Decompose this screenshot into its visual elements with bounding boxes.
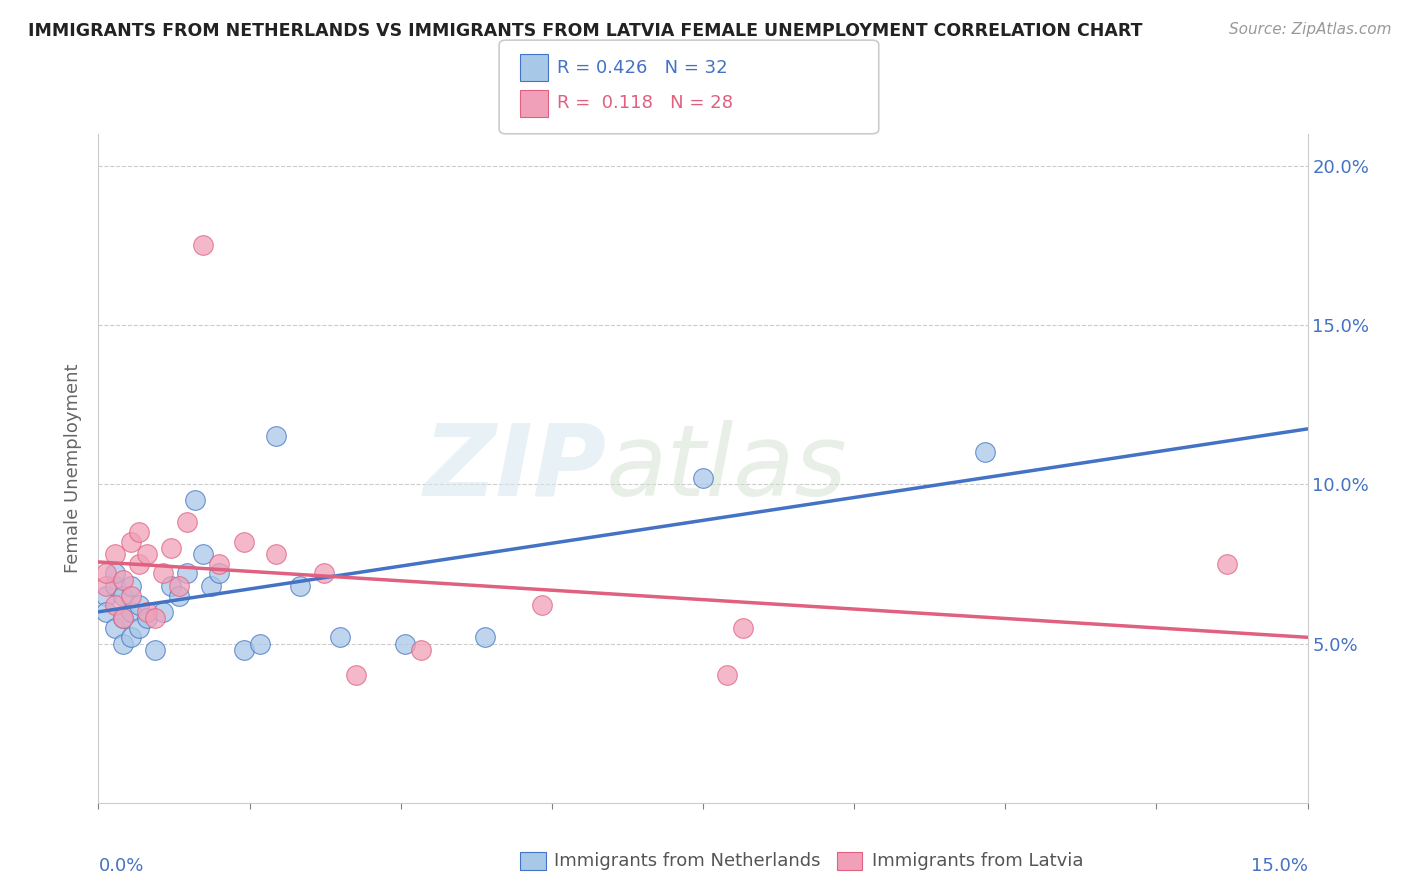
Point <box>160 579 183 593</box>
Text: Immigrants from Netherlands: Immigrants from Netherlands <box>554 852 821 870</box>
Point <box>329 630 352 644</box>
Point <box>974 445 997 459</box>
Point <box>96 579 118 593</box>
Point <box>103 566 125 581</box>
Point <box>103 547 125 561</box>
Point <box>474 630 496 644</box>
Point <box>184 493 207 508</box>
Text: atlas: atlas <box>606 420 848 516</box>
Point <box>232 643 254 657</box>
Text: Source: ZipAtlas.com: Source: ZipAtlas.com <box>1229 22 1392 37</box>
Point <box>264 429 287 443</box>
Point <box>96 566 118 581</box>
Point <box>111 573 134 587</box>
Text: IMMIGRANTS FROM NETHERLANDS VS IMMIGRANTS FROM LATVIA FEMALE UNEMPLOYMENT CORREL: IMMIGRANTS FROM NETHERLANDS VS IMMIGRANT… <box>28 22 1143 40</box>
Point <box>716 668 738 682</box>
Point <box>111 611 134 625</box>
Point <box>111 611 134 625</box>
Point <box>176 566 198 581</box>
Point <box>264 547 287 561</box>
Point <box>530 599 553 613</box>
Point <box>208 557 231 571</box>
Point <box>128 524 150 539</box>
Point <box>103 579 125 593</box>
Point <box>176 516 198 530</box>
Point <box>208 566 231 581</box>
Point <box>167 589 190 603</box>
Point <box>120 534 142 549</box>
Point <box>193 547 215 561</box>
Point <box>135 611 157 625</box>
Text: 15.0%: 15.0% <box>1250 857 1308 875</box>
Point <box>152 566 174 581</box>
Point <box>249 636 271 650</box>
Point <box>314 566 336 581</box>
Point <box>167 579 190 593</box>
Point <box>409 643 432 657</box>
Point <box>103 621 125 635</box>
Point <box>143 643 166 657</box>
Point <box>128 621 150 635</box>
Point <box>103 599 125 613</box>
Text: Immigrants from Latvia: Immigrants from Latvia <box>872 852 1083 870</box>
Point <box>200 579 222 593</box>
Point <box>111 589 134 603</box>
Y-axis label: Female Unemployment: Female Unemployment <box>65 364 83 573</box>
Text: 0.0%: 0.0% <box>98 857 143 875</box>
Point <box>143 611 166 625</box>
Point <box>120 605 142 619</box>
Text: R = 0.426   N = 32: R = 0.426 N = 32 <box>557 59 727 77</box>
Point <box>96 589 118 603</box>
Point <box>193 238 215 252</box>
Point <box>120 589 142 603</box>
Point <box>692 471 714 485</box>
Point <box>733 621 755 635</box>
Point <box>96 605 118 619</box>
Point <box>394 636 416 650</box>
Point <box>120 630 142 644</box>
Point <box>111 636 134 650</box>
Point <box>344 668 367 682</box>
Point <box>1216 557 1239 571</box>
Point <box>128 557 150 571</box>
Text: ZIP: ZIP <box>423 420 606 516</box>
Point <box>152 605 174 619</box>
Text: R =  0.118   N = 28: R = 0.118 N = 28 <box>557 95 733 112</box>
Point <box>128 599 150 613</box>
Point <box>160 541 183 555</box>
Point <box>135 605 157 619</box>
Point <box>232 534 254 549</box>
Point <box>288 579 311 593</box>
Point <box>120 579 142 593</box>
Point <box>135 547 157 561</box>
